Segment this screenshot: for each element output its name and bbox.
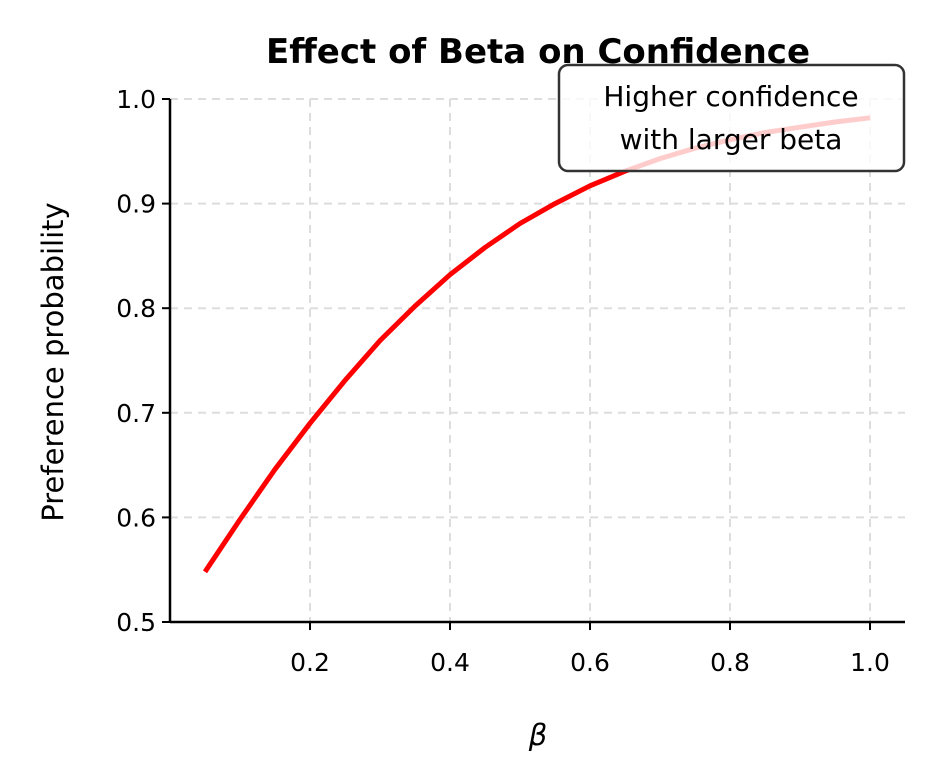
grid <box>170 98 905 623</box>
y-tick-label-0: 0.5 <box>116 608 156 637</box>
y-tick-label-3: 0.8 <box>116 294 156 323</box>
annotation-line-1: Higher confidence <box>603 80 858 113</box>
x-tick-label-1: 0.4 <box>430 648 470 677</box>
x-tick-label-4: 1.0 <box>850 648 890 677</box>
annotation-line-2: with larger beta <box>620 123 843 156</box>
series-layer <box>202 115 871 574</box>
y-tick-label-1: 0.6 <box>116 503 156 532</box>
x-tick-label-3: 0.8 <box>710 648 750 677</box>
series-line-0 <box>202 115 871 574</box>
y-tick-label-5: 1.0 <box>116 85 156 114</box>
x-tick-label-2: 0.6 <box>570 648 610 677</box>
ticks: 0.2 0.4 0.6 0.8 1.0 0.5 0.6 0.7 0.8 0.9 1.0 <box>116 85 890 677</box>
y-tick-label-2: 0.7 <box>116 399 156 428</box>
y-axis-label: Preference probability <box>36 202 70 521</box>
y-tick-label-4: 0.9 <box>116 190 156 219</box>
annotation-frame <box>557 63 906 173</box>
x-tick-label-0: 0.2 <box>290 648 330 677</box>
axes <box>168 99 905 624</box>
x-axis-label: β <box>528 718 548 752</box>
annotation-box: Higher confidence with larger beta <box>557 63 906 173</box>
